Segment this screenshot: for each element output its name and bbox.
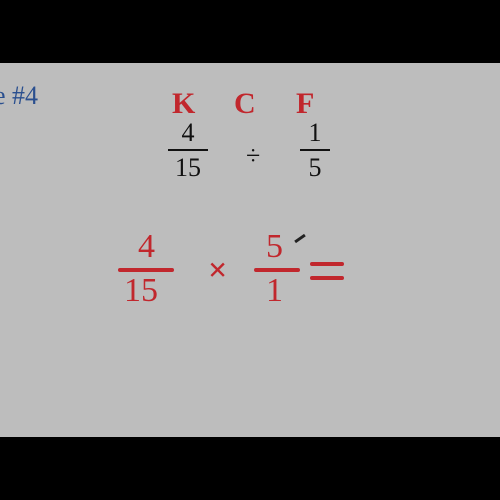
fraction-right: 1 5 xyxy=(300,119,330,182)
hand-times-operator: × xyxy=(208,252,227,290)
fraction-right-bar xyxy=(300,149,330,151)
kcf-letter-f: F xyxy=(296,87,314,121)
hand-equals-top xyxy=(310,262,344,266)
letterbox-top xyxy=(0,0,500,63)
divide-operator: ÷ xyxy=(246,141,260,171)
hand-left-num: 4 xyxy=(138,228,155,266)
hand-right-den: 1 xyxy=(266,272,283,310)
fraction-right-numerator: 1 xyxy=(300,119,330,146)
handwritten-work: 4 15 × 5 1 xyxy=(0,228,500,348)
problem-expression: 4 15 ÷ 1 5 xyxy=(0,119,500,209)
hand-equals-bottom xyxy=(310,276,344,280)
fraction-left-denominator: 15 xyxy=(168,154,208,181)
letterbox-bottom xyxy=(0,437,500,500)
kcf-letter-c: C xyxy=(234,87,256,121)
example-label: e #4 xyxy=(0,81,38,111)
fraction-left-numerator: 4 xyxy=(168,119,208,146)
fraction-left: 4 15 xyxy=(168,119,208,182)
hand-right-num: 5 xyxy=(266,228,283,266)
kcf-letter-k: K xyxy=(172,87,195,121)
fraction-left-bar xyxy=(168,149,208,151)
fraction-right-denominator: 5 xyxy=(300,154,330,181)
whiteboard-stage: e #4 K C F 4 15 ÷ 1 5 4 15 × 5 1 xyxy=(0,63,500,437)
hand-left-den: 15 xyxy=(124,272,158,310)
